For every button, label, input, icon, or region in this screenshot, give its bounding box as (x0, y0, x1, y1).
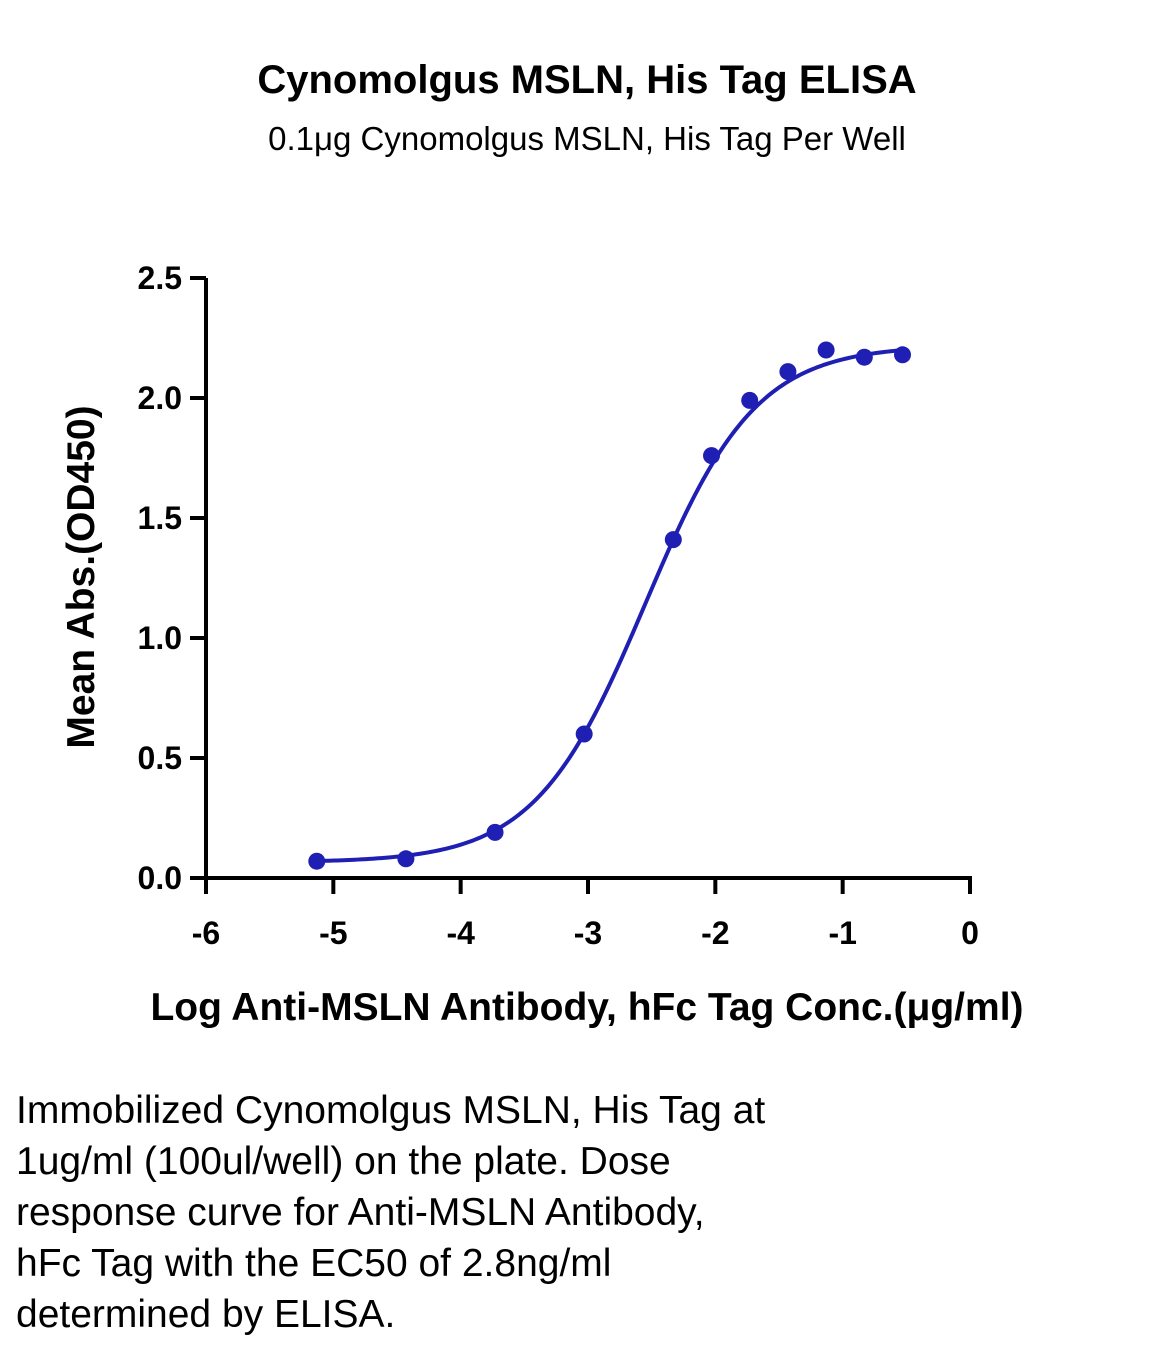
x-tick-label: 0 (961, 915, 979, 951)
figure-caption: Immobilized Cynomolgus MSLN, His Tag at … (16, 1089, 766, 1336)
elisa-dose-response-chart: Cynomolgus MSLN, His Tag ELISA 0.1μg Cyn… (60, 58, 1024, 1029)
data-point (817, 341, 835, 359)
data-point (308, 852, 326, 870)
data-points-layer (308, 341, 912, 870)
y-tick-label: 2.5 (138, 260, 182, 296)
fit-curve-layer (316, 348, 903, 864)
data-point (779, 363, 797, 381)
y-tick-label: 2.0 (138, 380, 182, 416)
data-point (855, 348, 873, 366)
data-point (575, 725, 593, 743)
data-point (397, 850, 415, 868)
y-axis-title: Mean Abs.(OD450) (60, 405, 103, 748)
chart-subtitle: 0.1μg Cynomolgus MSLN, His Tag Per Well (268, 120, 906, 157)
x-tick-label: -2 (701, 915, 729, 951)
y-tick-label: 0.0 (138, 860, 182, 896)
data-point (703, 447, 721, 465)
x-axis-title: Log Anti-MSLN Antibody, hFc Tag Conc.(μg… (150, 986, 1023, 1029)
data-point (486, 823, 504, 841)
x-tick-label: -3 (574, 915, 602, 951)
fit-curve (316, 348, 903, 864)
x-tick-label: -6 (192, 915, 220, 951)
chart-title: Cynomolgus MSLN, His Tag ELISA (257, 58, 916, 102)
x-tick-label: -4 (446, 915, 475, 951)
y-tick-label: 1.0 (138, 620, 182, 656)
x-tick-label: -1 (828, 915, 856, 951)
chart-axes: 0.0 0.5 1.0 1.5 2.0 2.5 -6 -5 -4 -3 -2 -1 0 (138, 260, 979, 951)
y-tick-label: 0.5 (138, 740, 182, 776)
data-point (664, 531, 682, 549)
data-point (894, 346, 912, 364)
data-point (741, 391, 759, 409)
y-tick-label: 1.5 (138, 500, 182, 536)
x-tick-label: -5 (319, 915, 347, 951)
